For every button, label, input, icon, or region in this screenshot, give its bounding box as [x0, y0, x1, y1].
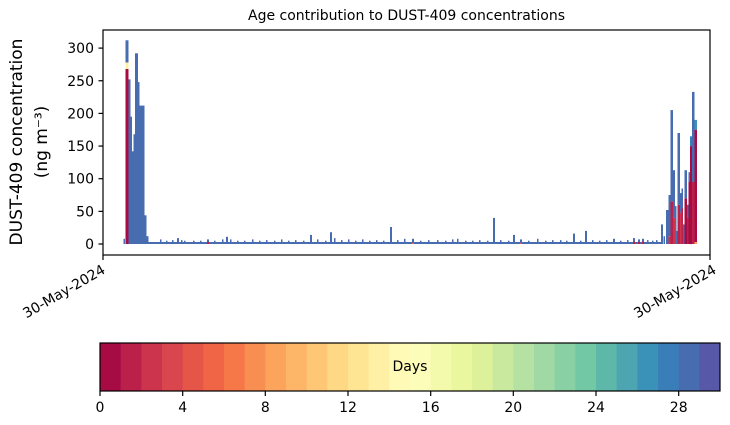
colorbar-days-label: Days: [392, 359, 428, 375]
svg-text:28: 28: [670, 400, 688, 416]
svg-text:16: 16: [422, 400, 440, 416]
svg-text:300: 300: [67, 41, 94, 57]
chart-title: Age contribution to DUST-409 concentrati…: [248, 8, 565, 24]
svg-text:12: 12: [339, 400, 357, 416]
svg-text:0: 0: [96, 400, 105, 416]
svg-text:0: 0: [85, 237, 94, 253]
svg-text:100: 100: [67, 172, 94, 188]
svg-text:8: 8: [261, 400, 270, 416]
svg-text:24: 24: [587, 400, 605, 416]
svg-text:250: 250: [67, 74, 94, 90]
y-axis-units-label: (ng m⁻³): [32, 105, 52, 179]
svg-text:4: 4: [178, 400, 187, 416]
svg-text:20: 20: [504, 400, 522, 416]
svg-text:200: 200: [67, 106, 94, 122]
svg-text:150: 150: [67, 139, 94, 155]
svg-text:50: 50: [76, 204, 94, 220]
y-axis-label: DUST-409 concentration: [7, 38, 27, 246]
